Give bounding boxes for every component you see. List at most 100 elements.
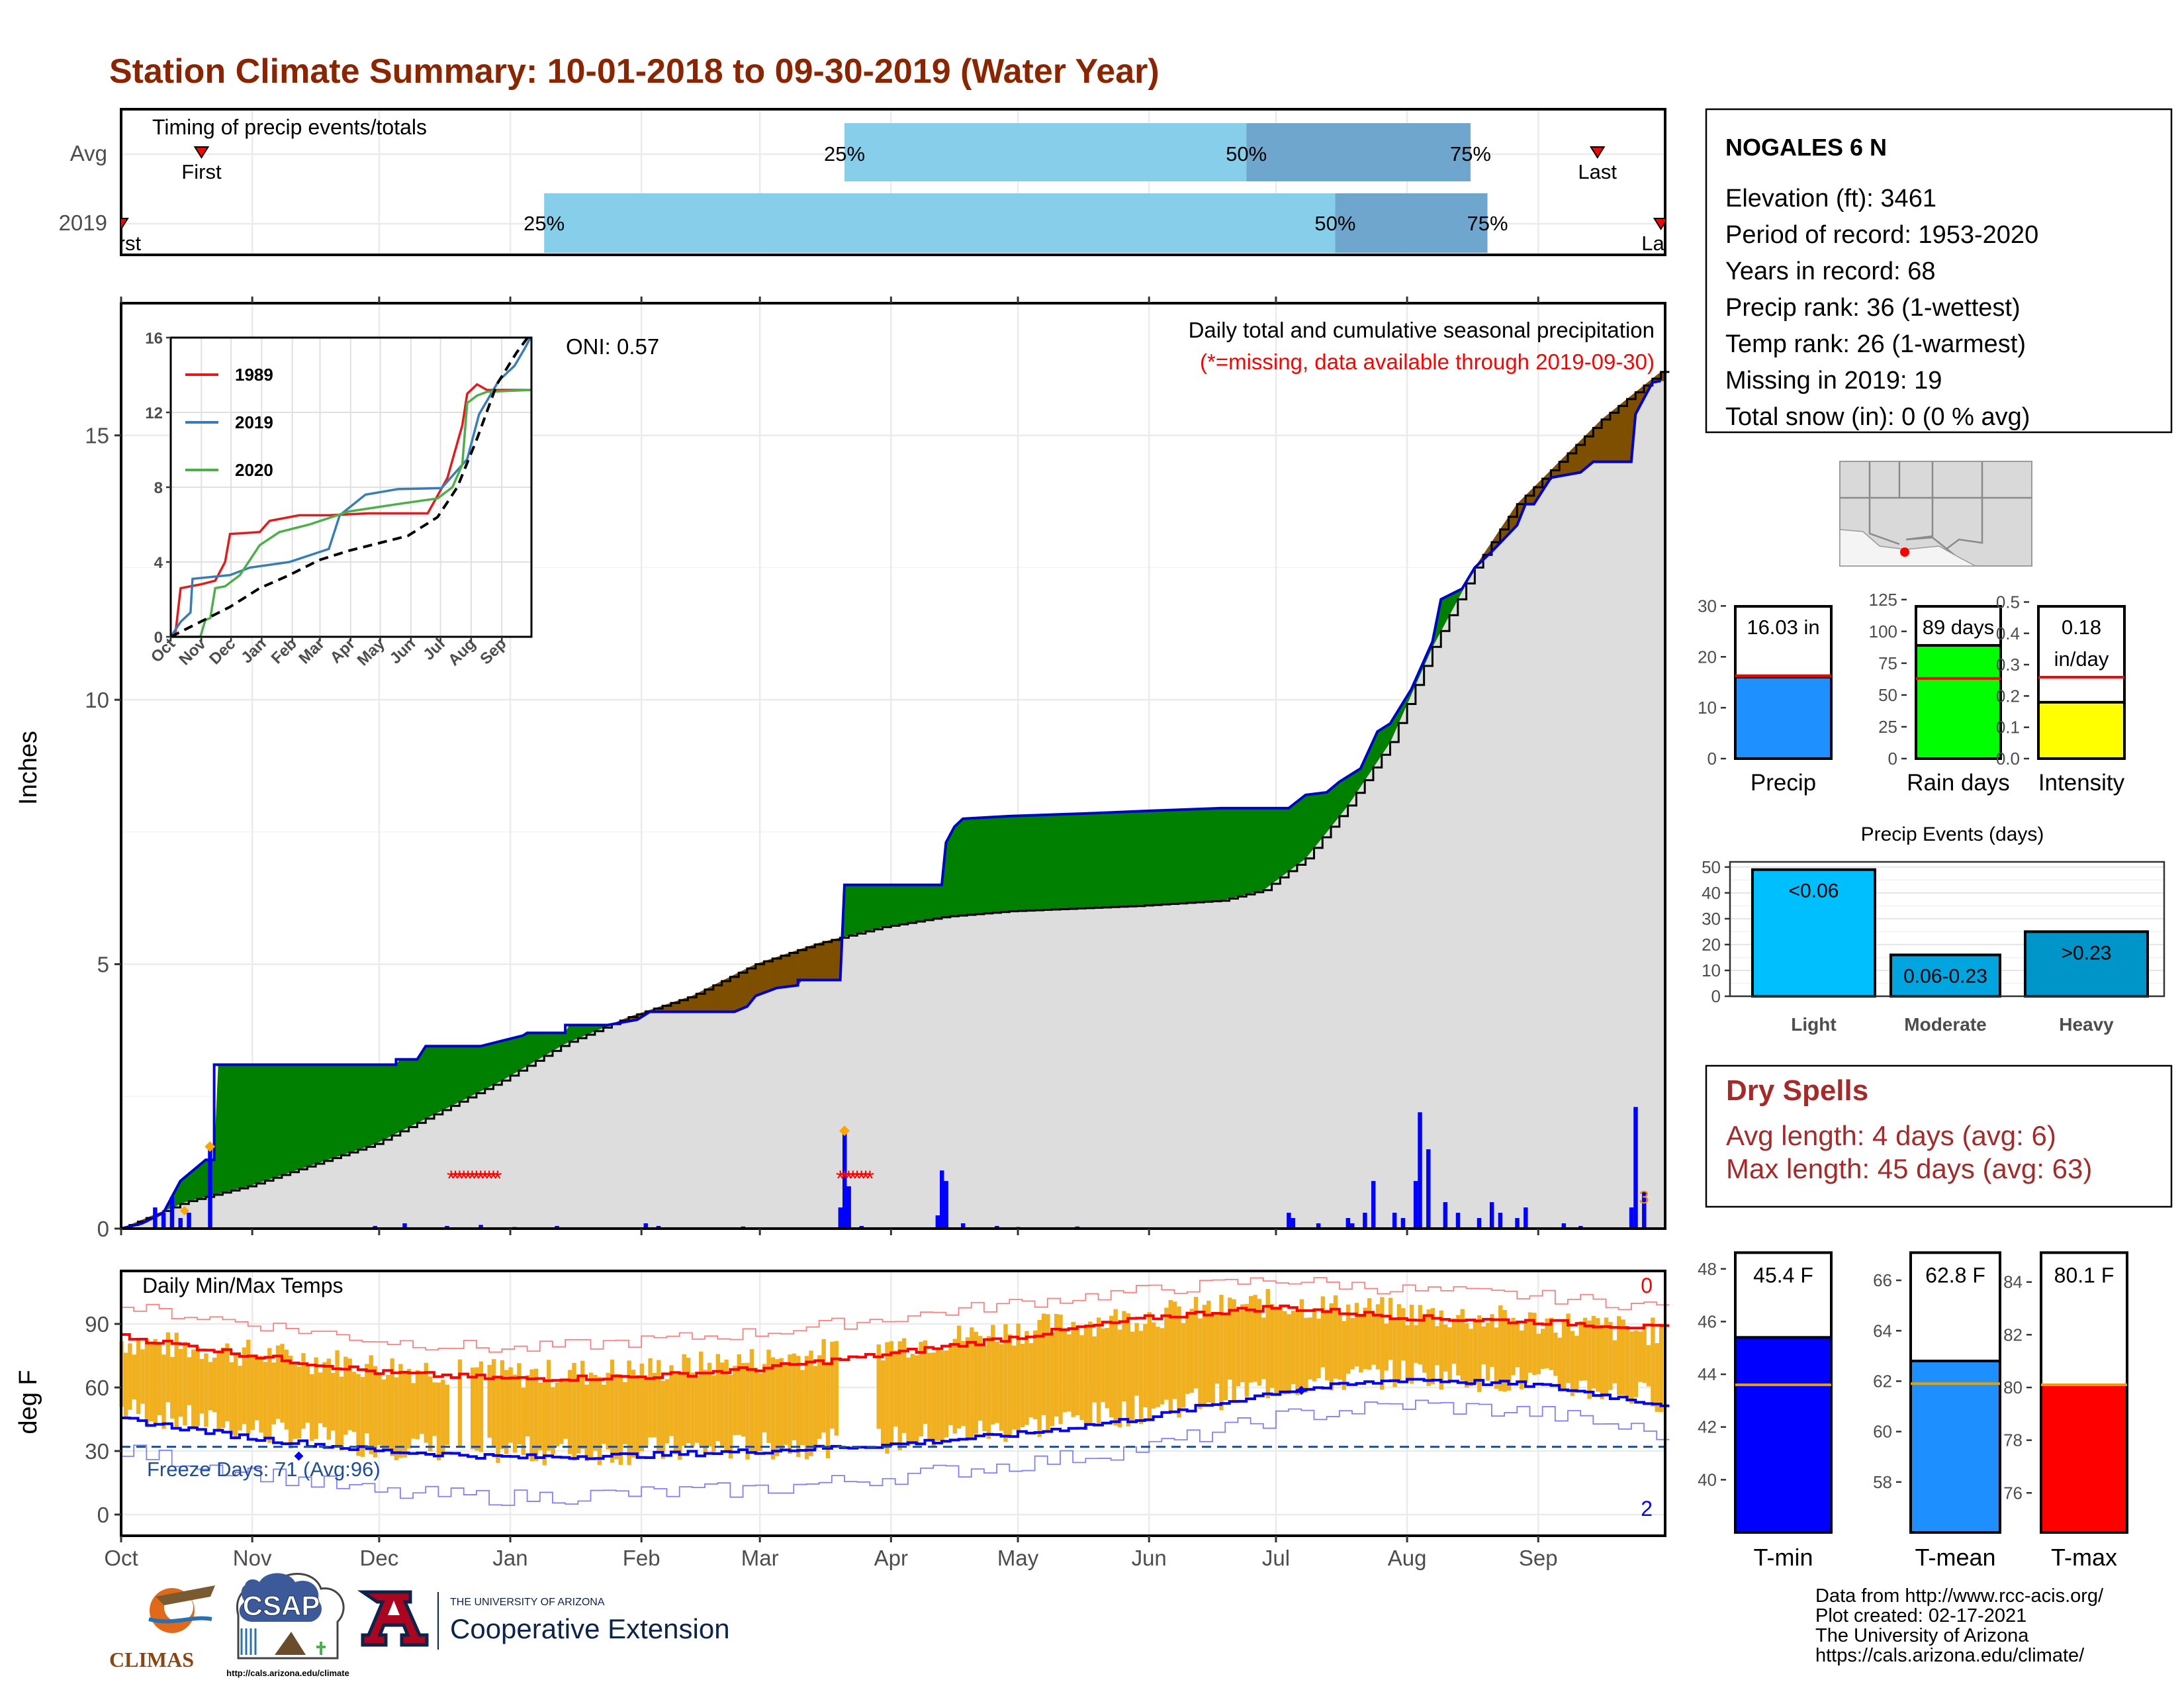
daily-temp-bar bbox=[487, 1364, 492, 1438]
daily-temp-bar bbox=[1388, 1297, 1393, 1360]
precip-difference-segment bbox=[451, 1046, 456, 1107]
daily-temp-bar bbox=[174, 1333, 179, 1427]
precip-difference-segment bbox=[531, 1033, 536, 1064]
logos: CLIMAS CSAP http://cals.arizona.edu/clim… bbox=[109, 1573, 730, 1678]
daily-temp-bar bbox=[1147, 1312, 1152, 1421]
daily-temp-bar bbox=[1046, 1314, 1050, 1432]
timing-bar-50-75 bbox=[1246, 123, 1471, 181]
daily-temp-bar bbox=[652, 1372, 657, 1438]
daily-temp-bar bbox=[1485, 1323, 1490, 1381]
daily-temp-bar bbox=[584, 1384, 589, 1462]
timing-event-label: First bbox=[181, 160, 222, 183]
precip-difference-segment bbox=[281, 1064, 287, 1176]
daily-temp-bar bbox=[204, 1353, 208, 1427]
temp-panel: 0 30 60 90 deg F Daily Min/Max Temps Freeze… bbox=[15, 1270, 1670, 1570]
daily-temp-bar bbox=[1067, 1334, 1071, 1412]
daily-temp-bar bbox=[1629, 1331, 1634, 1404]
daily-temp-bar bbox=[639, 1363, 644, 1452]
daily-temp-bar bbox=[1384, 1323, 1388, 1371]
daily-temp-bar bbox=[1655, 1343, 1660, 1412]
precip-difference-segment bbox=[1322, 792, 1327, 838]
precip-difference-segment bbox=[962, 818, 968, 915]
daily-temp-bar bbox=[144, 1338, 150, 1426]
daily-precip-bar bbox=[208, 1149, 212, 1229]
daily-temp-bar bbox=[974, 1331, 978, 1434]
daily-temp-bar bbox=[978, 1336, 983, 1421]
precip-difference-segment bbox=[455, 1046, 460, 1104]
csap-logo: CSAP http://cals.arizona.edu/climate bbox=[226, 1573, 349, 1678]
daily-temp-bar bbox=[356, 1374, 361, 1456]
precip-difference-segment bbox=[1132, 811, 1137, 907]
precip-difference-segment bbox=[226, 1064, 232, 1192]
daily-precip-bar bbox=[161, 1213, 166, 1229]
precip-difference-segment bbox=[1034, 815, 1040, 911]
daily-temp-bar bbox=[538, 1382, 543, 1450]
daily-precip-bar bbox=[940, 1170, 944, 1229]
daily-temp-bar bbox=[1172, 1301, 1177, 1399]
precip-difference-segment bbox=[387, 1064, 392, 1139]
daily-temp-bar bbox=[136, 1340, 141, 1415]
daily-temp-bar bbox=[140, 1349, 145, 1404]
precip-difference-segment bbox=[1140, 810, 1146, 906]
daily-temp-bar bbox=[1105, 1328, 1110, 1409]
timing-pct-label: 75% bbox=[1467, 212, 1508, 235]
daily-temp-bar bbox=[1532, 1313, 1537, 1376]
summary-ytick-label: 50 bbox=[1878, 685, 1897, 705]
daily-temp-bar bbox=[411, 1383, 416, 1439]
precip-difference-segment bbox=[1339, 778, 1344, 817]
daily-temp-bar bbox=[1557, 1337, 1563, 1389]
precip-difference-segment bbox=[925, 884, 930, 921]
daily-temp-bar bbox=[1041, 1313, 1046, 1415]
daily-temp-bar bbox=[1617, 1316, 1621, 1395]
temp-panel-title: Daily Min/Max Temps bbox=[142, 1274, 343, 1297]
daily-temp-bar bbox=[229, 1362, 234, 1435]
temp-summary-bar bbox=[2040, 1383, 2128, 1534]
daily-temp-bar bbox=[491, 1359, 496, 1446]
precip-difference-segment bbox=[823, 941, 828, 980]
daily-temp-bar bbox=[1646, 1345, 1651, 1387]
daily-temp-bar bbox=[394, 1377, 399, 1460]
daily-temp-bar bbox=[897, 1341, 902, 1450]
daily-temp-bar bbox=[1600, 1325, 1604, 1399]
daily-precip-bar bbox=[402, 1223, 407, 1229]
precip-difference-segment bbox=[1275, 808, 1281, 881]
precip-difference-segment bbox=[251, 1064, 257, 1186]
daily-temp-bar bbox=[1608, 1322, 1613, 1390]
summary-value-label: 89 days bbox=[1923, 616, 1995, 639]
temp-summary-bars: 40 42 44 46 48 45.4 F T-min 58 60 62 64 66 62.8 F T-m… bbox=[1698, 1251, 2128, 1571]
daily-temp-bar bbox=[386, 1374, 390, 1452]
daily-temp-bar bbox=[445, 1384, 449, 1445]
timing-pct-label: 50% bbox=[1314, 212, 1355, 235]
precip-difference-segment bbox=[1017, 815, 1023, 912]
timing-bar-25-50 bbox=[844, 123, 1247, 181]
daily-temp-bar bbox=[770, 1357, 776, 1460]
precip-difference-segment bbox=[1305, 794, 1310, 859]
daily-precip-bar bbox=[1629, 1207, 1634, 1229]
summary-ytick-label: 30 bbox=[1698, 596, 1717, 616]
inset-ytick-label: 0 bbox=[154, 629, 163, 647]
precip-difference-segment bbox=[831, 938, 837, 980]
daily-temp-bar bbox=[314, 1357, 318, 1439]
precip-difference-segment bbox=[1301, 794, 1306, 863]
daily-temp-bar bbox=[238, 1366, 242, 1430]
daily-temp-bar bbox=[745, 1362, 750, 1460]
daily-temp-bar bbox=[986, 1336, 991, 1439]
timing-event-label: Last bbox=[1578, 160, 1617, 183]
precip-difference-segment bbox=[285, 1064, 291, 1174]
inset-legend-label: 1989 bbox=[235, 365, 273, 385]
summary-ytick-label: 0.5 bbox=[1996, 592, 2020, 612]
daily-temp-bar bbox=[1071, 1321, 1075, 1417]
precip-difference-segment bbox=[975, 818, 980, 915]
daily-temp-bar bbox=[402, 1370, 408, 1458]
daily-temp-bar bbox=[910, 1354, 915, 1444]
precip-difference-segment bbox=[810, 944, 815, 980]
temp-summary-bar bbox=[1734, 1336, 1833, 1534]
precip-ytick-label: 5 bbox=[97, 953, 109, 977]
oni-label: ONI: 0.57 bbox=[566, 334, 659, 359]
daily-temp-bar bbox=[254, 1356, 259, 1421]
month-tick-label: Aug bbox=[1388, 1546, 1427, 1570]
daily-temp-bar bbox=[284, 1349, 289, 1430]
summary-ytick-label: 0.4 bbox=[1996, 624, 2020, 643]
daily-precip-bar bbox=[960, 1223, 966, 1229]
month-tick-label: Mar bbox=[741, 1546, 779, 1570]
